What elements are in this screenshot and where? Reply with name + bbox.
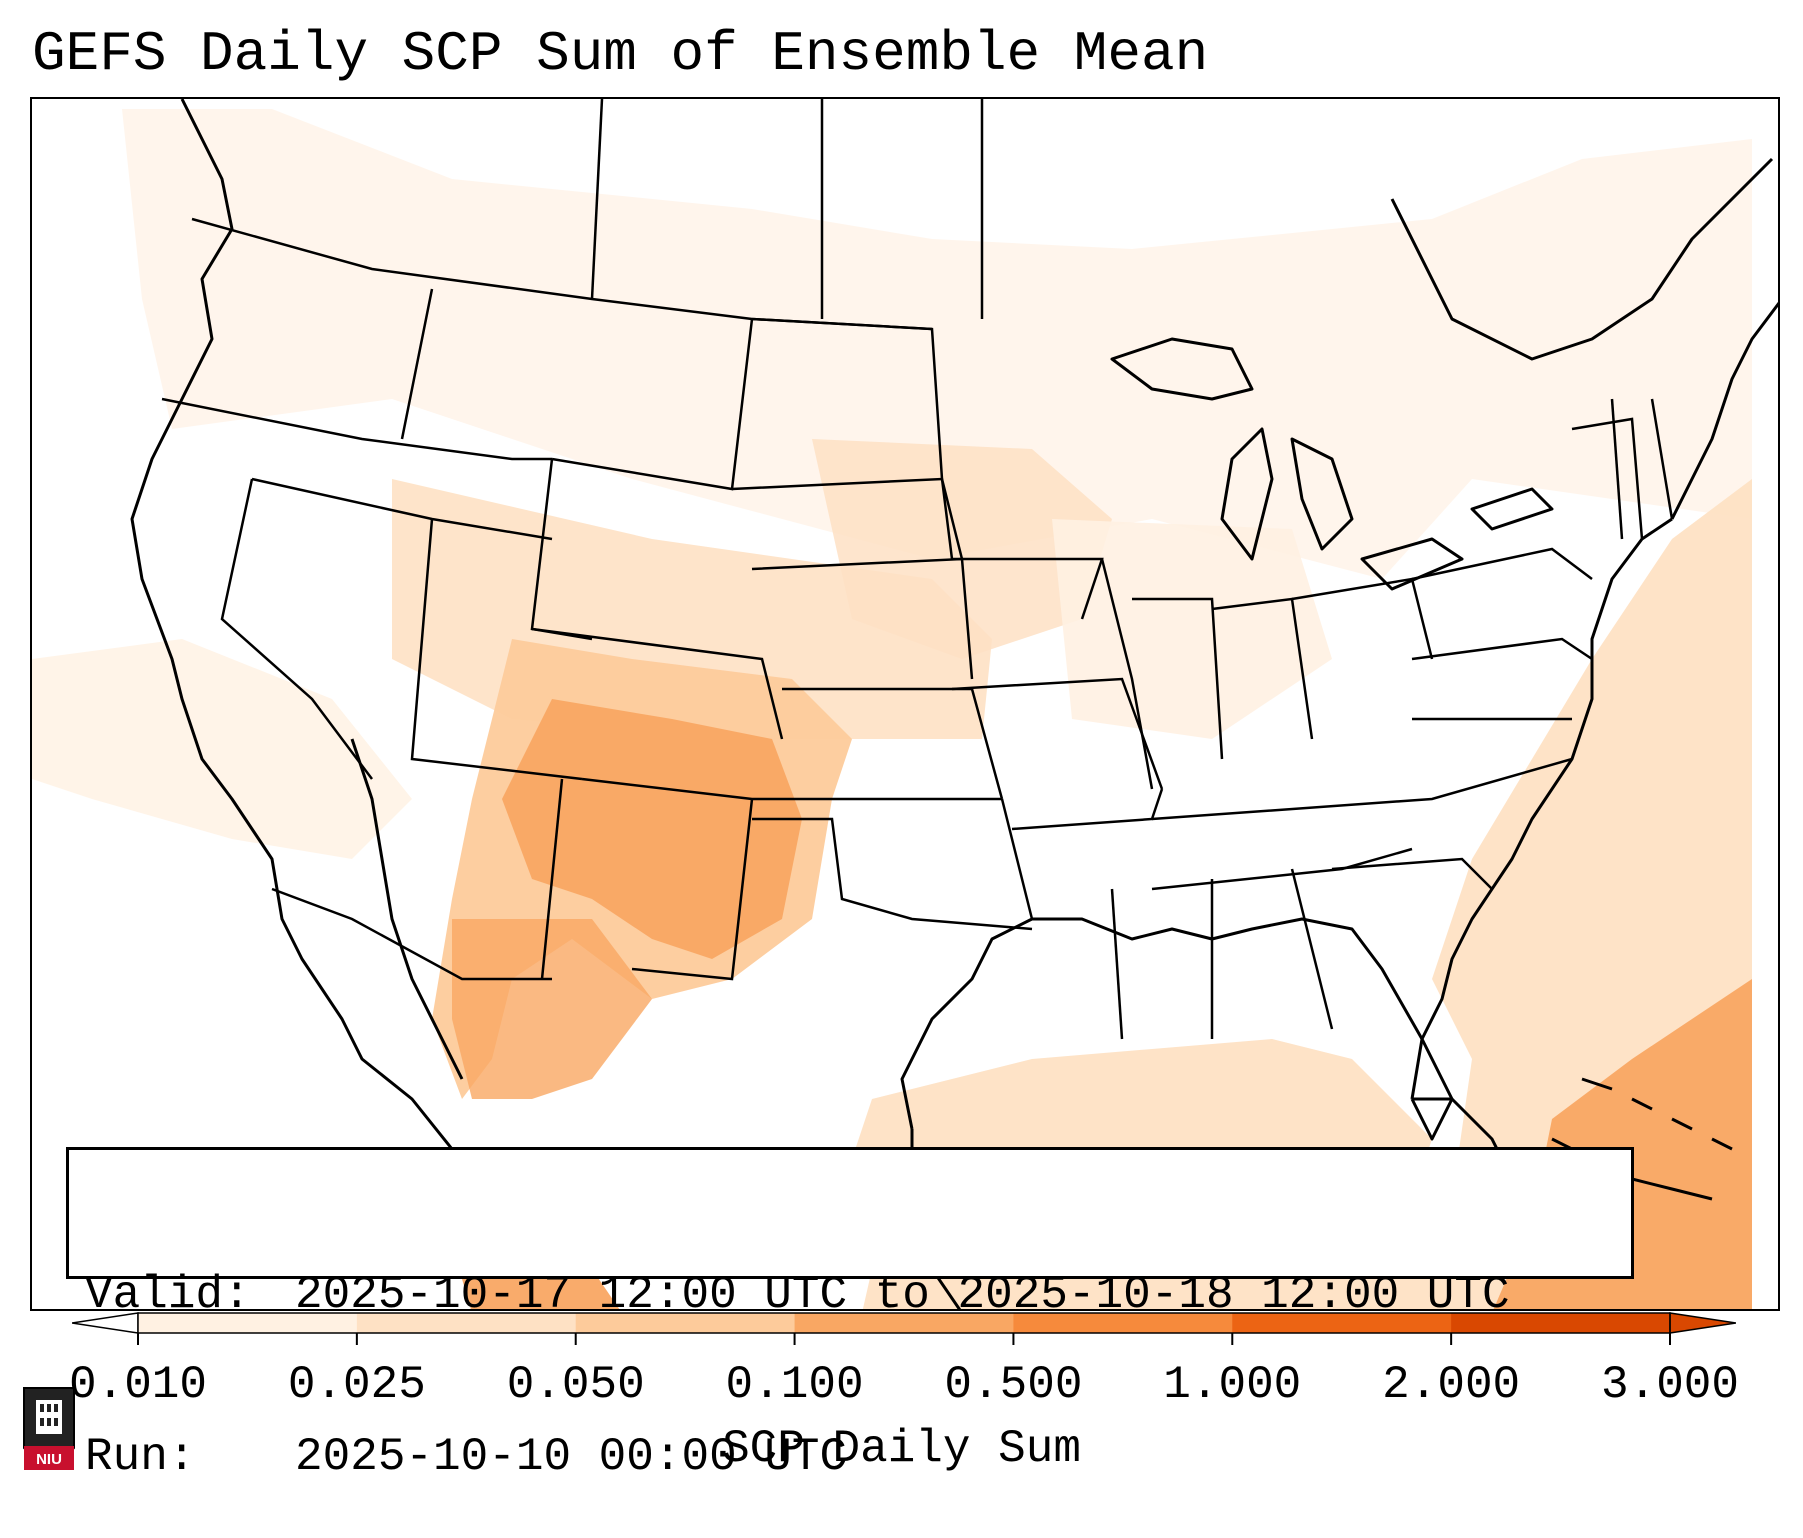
state-borders [161, 99, 1674, 1040]
colorbar-segment [794, 1313, 1014, 1333]
run-label: Run: [85, 1431, 196, 1483]
colorbar-segment [1232, 1313, 1452, 1333]
niu-logo-graphic: NIU [23, 1387, 75, 1470]
colorbar-tick-label: 0.100 [725, 1359, 864, 1411]
colorbar-min-extension [71, 1312, 139, 1334]
colorbar-segment [1451, 1313, 1671, 1333]
colorbar-outline [137, 1312, 1671, 1334]
colorbar-max-extension [1669, 1312, 1737, 1334]
colorbar-tick-label: 1.000 [1163, 1359, 1302, 1411]
colorbar-segment [575, 1313, 796, 1333]
scp-shading [32, 109, 1752, 1309]
map-panel [30, 97, 1780, 1311]
colorbar-tick-label: 0.010 [68, 1359, 208, 1411]
colorbar-tick-label: 0.500 [944, 1359, 1083, 1411]
map-title: GEFS Daily SCP Sum of Ensemble Mean [32, 22, 1209, 86]
colorbar-tick-label: 3.000 [1600, 1359, 1740, 1411]
run-row: Run: 2025-10-10 00:00 UTC [85, 1430, 1631, 1484]
colorbar-segment [1013, 1313, 1233, 1333]
scp-map [32, 99, 1778, 1309]
colorbar-graphic [71, 1312, 1737, 1345]
niu-logo: NIU [20, 1382, 78, 1480]
validity-info-box: Valid: 2025-10-17 12:00 UTC to 2025-10-18… [66, 1147, 1634, 1483]
colorbar-tick-label: 0.050 [506, 1359, 645, 1411]
colorbar-segment [138, 1313, 358, 1333]
colorbar-segment [356, 1313, 577, 1333]
run-value: 2025-10-10 00:00 UTC [295, 1431, 848, 1483]
coastlines [130, 99, 1778, 1309]
colorbar-label: SCP Daily Sum [722, 1423, 1081, 1475]
colorbar-tick-label: 0.025 [287, 1359, 426, 1411]
logo-text: NIU [36, 1451, 62, 1468]
colorbar-tick-label: 2.000 [1382, 1359, 1521, 1411]
colorbar [71, 1311, 1737, 1345]
